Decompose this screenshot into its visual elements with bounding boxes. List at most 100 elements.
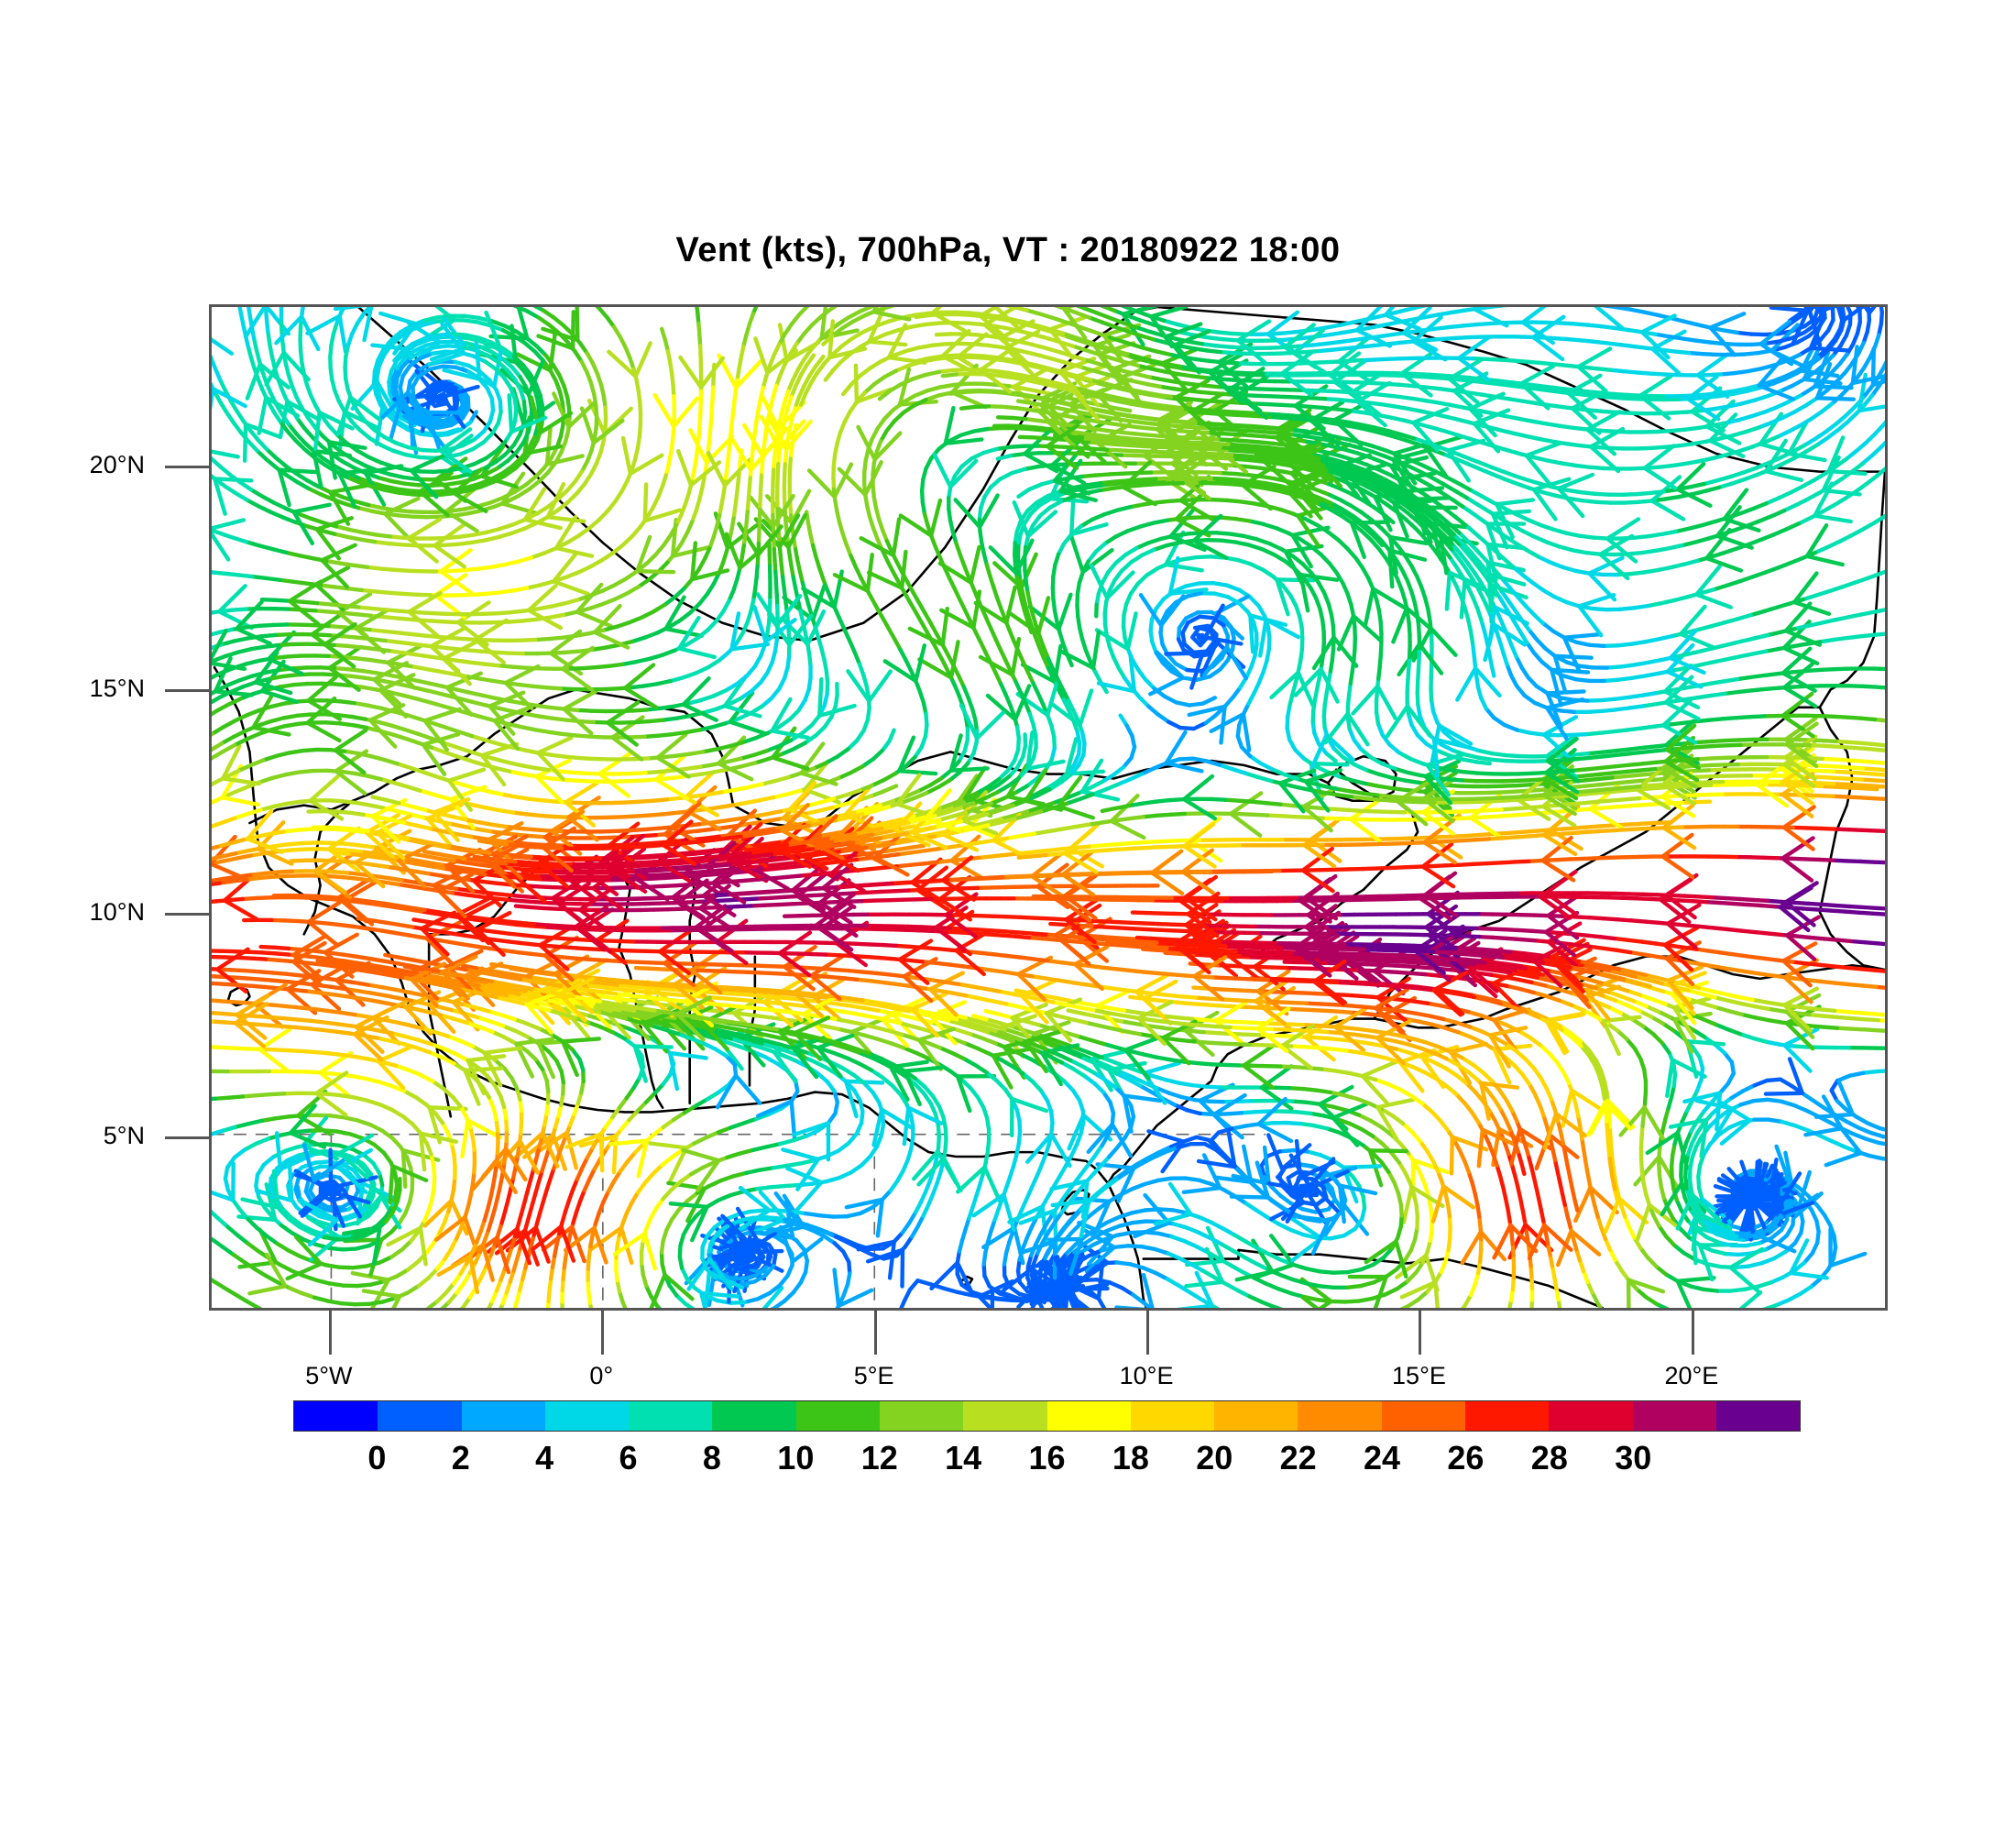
streamline-arrow: [1364, 1239, 1408, 1279]
streamline-segment: [847, 996, 865, 1003]
streamline-segment: [1192, 1039, 1211, 1045]
streamline-segment: [501, 1024, 518, 1034]
streamline-segment: [1379, 1125, 1395, 1138]
streamline-segment: [1438, 1118, 1451, 1133]
streamline-segment: [1764, 1039, 1782, 1047]
streamline-segment: [300, 948, 319, 954]
streamline-segment: [1130, 1075, 1147, 1085]
streamline-segment: [1412, 999, 1430, 1006]
streamline-segment: [730, 1170, 749, 1179]
streamline-segment: [1386, 1081, 1403, 1092]
streamline-segment: [1432, 1059, 1449, 1071]
streamline-segment: [767, 1033, 785, 1041]
streamline-segment: [983, 986, 1002, 993]
streamline-segment: [1733, 1264, 1751, 1270]
streamline-segment: [380, 1296, 398, 1304]
streamline-segment: [502, 1035, 519, 1046]
streamline-segment: [1766, 1006, 1784, 1014]
streamline-segment: [1232, 1248, 1247, 1260]
streamline-segment: [1104, 1224, 1122, 1234]
streamline-segment: [236, 1233, 250, 1246]
streamline-arrow: [1153, 1181, 1193, 1226]
streamline-segment: [220, 1125, 237, 1134]
streamline-segment: [625, 1004, 643, 1011]
streamline-arrow: [792, 1121, 831, 1162]
streamline-segment: [1190, 1082, 1209, 1089]
streamline-segment: [900, 1221, 912, 1235]
streamline-segment: [1232, 954, 1251, 960]
streamline-segment: [833, 967, 851, 973]
streamline-segment: [1516, 1028, 1532, 1040]
streamline-segment: [422, 966, 441, 973]
streamline-segment: [1521, 972, 1539, 980]
streamline-segment: [1086, 1248, 1103, 1258]
streamline-segment: [1173, 1021, 1191, 1026]
streamline-segment: [718, 1174, 736, 1183]
streamline-segment: [1178, 1037, 1197, 1044]
streamline-segment: [597, 984, 615, 991]
streamline-segment: [1347, 1070, 1365, 1079]
streamline-segment: [1804, 1005, 1824, 1012]
streamline-segment: [752, 993, 772, 999]
streamline-segment: [251, 1022, 270, 1027]
streamline-segment: [1163, 1077, 1181, 1085]
streamline-segment: [639, 1006, 657, 1013]
streamline-segment: [1752, 1004, 1771, 1011]
streamline-segment: [499, 1013, 517, 1022]
streamline-segment: [1187, 1022, 1205, 1028]
streamline-segment: [751, 1049, 768, 1059]
streamline-segment: [1167, 1091, 1185, 1100]
streamline-segment: [226, 1094, 246, 1100]
streamline-segment: [1253, 1109, 1272, 1114]
streamline-segment: [723, 1003, 742, 1009]
streamline-segment: [1255, 1246, 1271, 1257]
streamline-segment: [704, 1130, 720, 1140]
streamline-segment: [1862, 1027, 1881, 1033]
streamline-segment: [1359, 1279, 1376, 1289]
streamline-segment: [706, 1179, 723, 1189]
streamline-segment: [716, 1125, 733, 1135]
streamline-segment: [669, 1180, 684, 1192]
streamline-segment: [1371, 1134, 1386, 1147]
streamline-segment: [726, 1040, 743, 1049]
streamline-segment: [491, 990, 509, 998]
streamline-arrow: [1300, 1295, 1320, 1308]
streamline-segment: [1495, 949, 1513, 954]
streamline-segment: [439, 1013, 456, 1021]
streamline-segment: [461, 942, 479, 949]
streamline-segment: [435, 1004, 454, 1013]
streamline-segment: [1403, 1016, 1421, 1024]
streamline-segment: [1284, 1120, 1303, 1126]
streamline-segment: [1206, 1040, 1224, 1046]
streamline-segment: [571, 994, 589, 1002]
streamline-segment: [976, 1019, 994, 1027]
streamline-segment: [464, 967, 482, 974]
streamline-segment: [1079, 1055, 1095, 1065]
streamline-segment: [323, 1262, 342, 1269]
streamline-segment: [1342, 1299, 1361, 1304]
streamline-segment: [1644, 1295, 1660, 1307]
streamline-segment: [1233, 988, 1251, 993]
streamline-segment: [737, 986, 755, 992]
page-title: Vent (kts), 700hPa, VT : 20180922 18:00: [675, 231, 1341, 269]
streamline-segment: [264, 1273, 280, 1285]
streamline-arrow: [1573, 1185, 1619, 1224]
streamline-segment: [996, 1012, 1014, 1020]
streamline-segment: [1357, 993, 1375, 999]
streamline-segment: [262, 984, 281, 991]
streamline-segment: [413, 978, 432, 985]
streamline-segment: [1454, 1073, 1469, 1086]
streamline-segment: [1188, 1290, 1203, 1301]
streamline-segment: [678, 1172, 694, 1184]
streamline-segment: [434, 1257, 447, 1271]
streamline-segment: [1290, 1099, 1309, 1104]
streamline-segment: [340, 1246, 358, 1252]
streamline-segment: [1747, 1184, 1766, 1190]
streamline-segment: [1148, 936, 1167, 941]
streamline-segment: [1791, 1004, 1810, 1011]
streamline-segment: [661, 1072, 673, 1087]
streamline-segment: [490, 1029, 508, 1040]
streamline-segment: [1139, 1244, 1157, 1252]
streamline-segment: [1384, 1267, 1399, 1279]
streamline-segment: [874, 1000, 893, 1007]
